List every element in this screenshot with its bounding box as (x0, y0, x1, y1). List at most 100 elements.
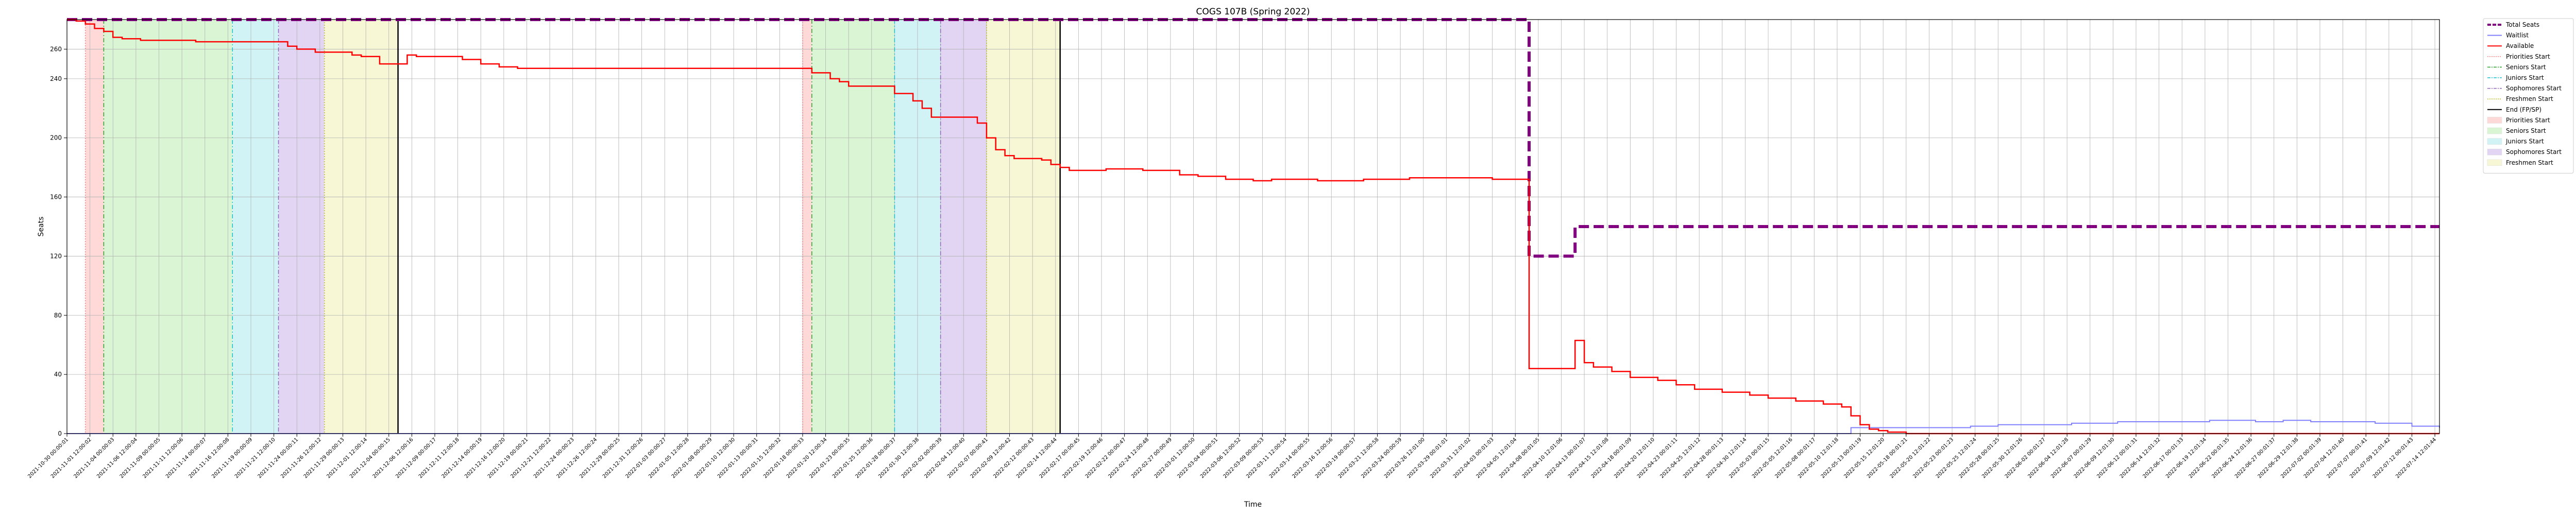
legend-patch-swatch (2487, 138, 2502, 145)
x-tick-label: 2021-11-11 12:00:06 (142, 437, 184, 479)
grid (66, 20, 2439, 434)
legend-label: Juniors Start (2505, 74, 2544, 81)
x-tick-label: 2022-06-27 00:01:37 (2234, 437, 2277, 479)
x-tick-label: 2022-04-18 00:01:09 (1590, 437, 1633, 479)
band-freshmen-pass2 (986, 20, 1060, 434)
x-tick-label: 2022-06-04 12:01:28 (2027, 437, 2070, 479)
x-tick-label: 2022-04-15 12:01:08 (1567, 437, 1610, 479)
x-tick-label: 2021-12-09 00:00:17 (395, 437, 437, 479)
x-tick-label: 2022-04-20 12:01:10 (1613, 437, 1656, 479)
x-tick-label: 2021-12-29 00:00:25 (579, 437, 621, 479)
legend-label: Waitlist (2506, 32, 2529, 39)
y-tick-label: 120 (50, 252, 62, 260)
x-tick-label: 2022-01-03 00:00:27 (624, 437, 667, 479)
x-tick-label: 2022-06-29 12:01:38 (2257, 437, 2300, 479)
x-tick-label: 2021-11-09 00:00:05 (119, 437, 162, 479)
legend-label: Priorities Start (2506, 116, 2550, 124)
legend-label: Available (2506, 42, 2534, 49)
x-tick-label: 2022-04-25 12:01:12 (1659, 437, 1702, 479)
x-tick-label: 2021-12-26 12:00:24 (556, 437, 599, 479)
x-tick-label: 2022-05-28 00:01:25 (1958, 437, 2001, 479)
x-tick-label: 2021-12-19 00:00:21 (487, 437, 530, 479)
x-tick-label: 2022-07-14 12:01:44 (2395, 437, 2437, 479)
x-tick-label: 2022-06-07 00:01:29 (2050, 437, 2093, 479)
x-tick-label: 2022-02-17 00:00:45 (1039, 437, 1081, 479)
x-tick-label: 2021-11-14 00:00:07 (165, 437, 208, 479)
x-tick-label: 2022-06-22 00:01:35 (2188, 437, 2231, 479)
x-tick-label: 2022-05-03 00:01:15 (1728, 437, 1771, 479)
x-tick-label: 2021-12-01 12:00:14 (326, 437, 368, 479)
x-tick-label: 2022-07-12 00:01:43 (2372, 437, 2415, 479)
x-tick-label: 2022-03-01 12:00:50 (1154, 437, 1196, 479)
x-tick-label: 2022-04-28 00:01:13 (1682, 437, 1725, 479)
x-tick-label: 2022-03-11 12:00:54 (1245, 437, 1288, 479)
x-tick-label: 2021-12-16 12:00:20 (464, 437, 506, 479)
x-tick-label: 2022-02-22 00:00:47 (1084, 437, 1127, 479)
y-tick-label: 40 (54, 371, 62, 378)
x-tick-label: 2022-01-23 00:00:35 (808, 437, 851, 479)
x-tick-label: 2021-11-16 12:00:08 (188, 437, 231, 479)
x-tick-label: 2022-05-10 12:01:18 (1797, 437, 1840, 479)
x-tick-label: 2022-03-26 12:01:00 (1383, 437, 1426, 479)
x-tick-label: 2021-11-01 12:00:02 (50, 437, 93, 479)
x-tick-label: 2022-02-04 12:00:40 (924, 437, 967, 479)
x-tick-label: 2021-12-31 12:00:26 (602, 437, 645, 479)
legend-label: Seniors Start (2506, 127, 2546, 134)
legend-label: Priorities Start (2506, 53, 2550, 60)
legend-patch-swatch (2487, 117, 2502, 124)
legend-patch-swatch (2487, 148, 2502, 156)
band-priorities-pass1 (85, 20, 104, 434)
y-tick-label: 240 (50, 75, 62, 82)
x-tick-label: 2022-07-09 12:01:42 (2349, 437, 2392, 479)
legend: Total Seats Waitlist Available Priorities S… (2483, 18, 2574, 174)
x-tick-label: 2022-03-04 00:00:51 (1176, 437, 1219, 479)
x-tick-label: 2022-03-19 00:00:57 (1314, 437, 1357, 479)
x-tick-label: 2022-04-13 00:01:07 (1544, 437, 1587, 479)
band-seniors-pass1 (104, 20, 233, 434)
waitlist-line (67, 420, 2440, 434)
x-tick-label: 2022-05-20 12:01:22 (1889, 437, 1932, 479)
x-tick-label: 2021-11-19 00:00:09 (211, 437, 253, 479)
x-tick-label: 2022-07-07 00:01:41 (2326, 437, 2368, 479)
legend-label: Seniors Start (2506, 63, 2546, 71)
x-tick-label: 2022-03-06 12:00:52 (1199, 437, 1242, 479)
x-tick-label: 2022-07-02 00:01:39 (2280, 437, 2323, 479)
legend-label: Juniors Start (2505, 138, 2544, 145)
x-tick-label: 2021-10-30 00:00:01 (27, 437, 70, 479)
x-tick-label: 2022-06-24 12:01:36 (2211, 437, 2253, 479)
x-tick-label: 2022-01-10 12:00:30 (693, 437, 736, 479)
x-tick-label: 2022-02-12 00:00:43 (992, 437, 1035, 479)
x-axis-title: Time (1244, 501, 1262, 509)
x-tick-label: 2021-11-24 00:00:11 (257, 437, 299, 479)
x-tick-label: 2022-05-13 00:01:19 (1820, 437, 1863, 479)
x-tick-label: 2022-03-21 12:00:58 (1337, 437, 1380, 479)
x-tick-label: 2022-01-30 12:00:38 (877, 437, 920, 479)
x-tick-label: 2022-04-03 00:01:03 (1452, 437, 1495, 479)
x-tick-label: 2022-02-24 12:00:48 (1107, 437, 1150, 479)
y-tick-label: 0 (58, 430, 62, 437)
legend-label: Sophomores Start (2506, 85, 2562, 92)
y-tick-label: 200 (50, 134, 62, 142)
x-tick-label: 2022-03-29 00:01:01 (1406, 437, 1449, 479)
x-tick-label: 2022-05-23 00:01:23 (1912, 437, 1955, 479)
x-tick-label: 2022-01-05 12:00:28 (648, 437, 690, 479)
legend-patch-swatch (2487, 127, 2502, 134)
x-tick-label: 2022-03-24 00:00:59 (1360, 437, 1403, 479)
x-tick-label: 2021-12-21 12:00:22 (510, 437, 552, 479)
x-tick-label: 2022-06-09 12:01:30 (2073, 437, 2116, 479)
x-tick-label: 2022-05-08 00:01:17 (1774, 437, 1817, 479)
legend-patch-swatch (2487, 159, 2502, 166)
x-tick-label: 2022-03-14 00:00:55 (1268, 437, 1311, 479)
band-priorities-pass2 (802, 20, 812, 434)
series (67, 18, 2440, 435)
y-tick-label: 160 (50, 194, 62, 201)
x-tick-label: 2022-06-12 00:01:31 (2096, 437, 2139, 479)
x-tick-label: 2022-06-02 00:01:27 (2004, 437, 2047, 479)
x-tick-label: 2021-11-29 00:00:13 (303, 437, 346, 479)
x-tick-label: 2021-11-06 12:00:04 (96, 437, 139, 479)
band-seniors-pass2 (811, 20, 895, 434)
plot-frame (66, 19, 2440, 434)
band-freshmen-pass1 (324, 20, 398, 434)
x-tick-label: 2022-04-08 00:01:05 (1498, 437, 1541, 479)
